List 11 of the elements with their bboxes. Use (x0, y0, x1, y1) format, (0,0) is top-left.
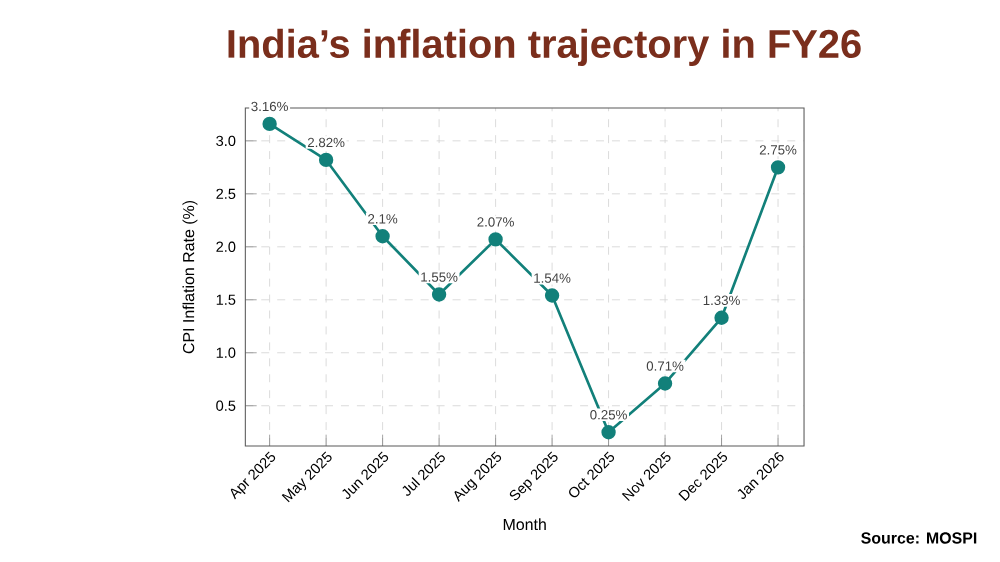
point (544, 288, 560, 303)
point (375, 229, 390, 244)
point (601, 425, 616, 440)
chart-title: India’s inflation trajectory in FY26 (228, 28, 861, 66)
point (488, 232, 503, 247)
point (262, 116, 277, 132)
point (318, 152, 334, 168)
point (770, 160, 786, 175)
point (714, 310, 729, 325)
point (431, 287, 447, 302)
point (657, 376, 673, 391)
